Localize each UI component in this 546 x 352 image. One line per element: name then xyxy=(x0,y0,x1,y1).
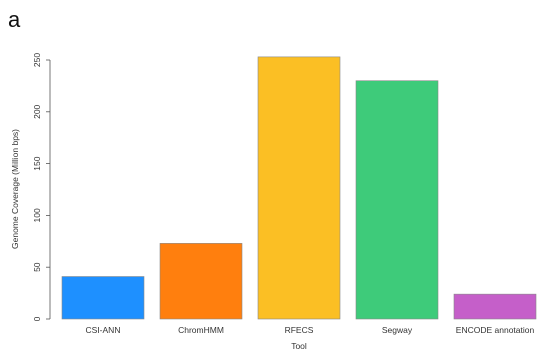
x-tick-label: RFECS xyxy=(285,325,314,335)
panel-label: a xyxy=(8,7,21,32)
x-tick-label: Segway xyxy=(382,325,413,335)
bar-chromhmm xyxy=(159,243,243,320)
x-tick-label: ChromHMM xyxy=(178,325,224,335)
x-tick-labels: CSI-ANN ChromHMM RFECS Segway ENCODE annotat… xyxy=(86,325,535,335)
x-tick-label: ENCODE annotation xyxy=(456,325,535,335)
x-axis-title: Tool xyxy=(291,341,307,351)
y-tick-label: 250 xyxy=(32,53,42,67)
bar-csi-ann xyxy=(61,276,145,320)
bar-segway xyxy=(355,80,439,320)
bar-encode-annotation xyxy=(453,293,537,320)
y-tick-label: 50 xyxy=(32,262,42,272)
y-tick-label: 0 xyxy=(32,316,42,321)
y-tick-label: 200 xyxy=(32,104,42,118)
x-tick-label: CSI-ANN xyxy=(86,325,121,335)
bar-rfecs xyxy=(257,56,341,320)
y-axis: 0 50 100 150 200 250 xyxy=(32,53,51,321)
y-tick-label: 100 xyxy=(32,208,42,222)
y-tick-label: 150 xyxy=(32,156,42,170)
y-axis-title: Genome Coverage (Million bps) xyxy=(10,129,20,249)
bars xyxy=(61,56,537,320)
bar-chart: 0 50 100 150 200 250 CSI-ANN ChromHMM RFECS Segw… xyxy=(10,53,537,351)
